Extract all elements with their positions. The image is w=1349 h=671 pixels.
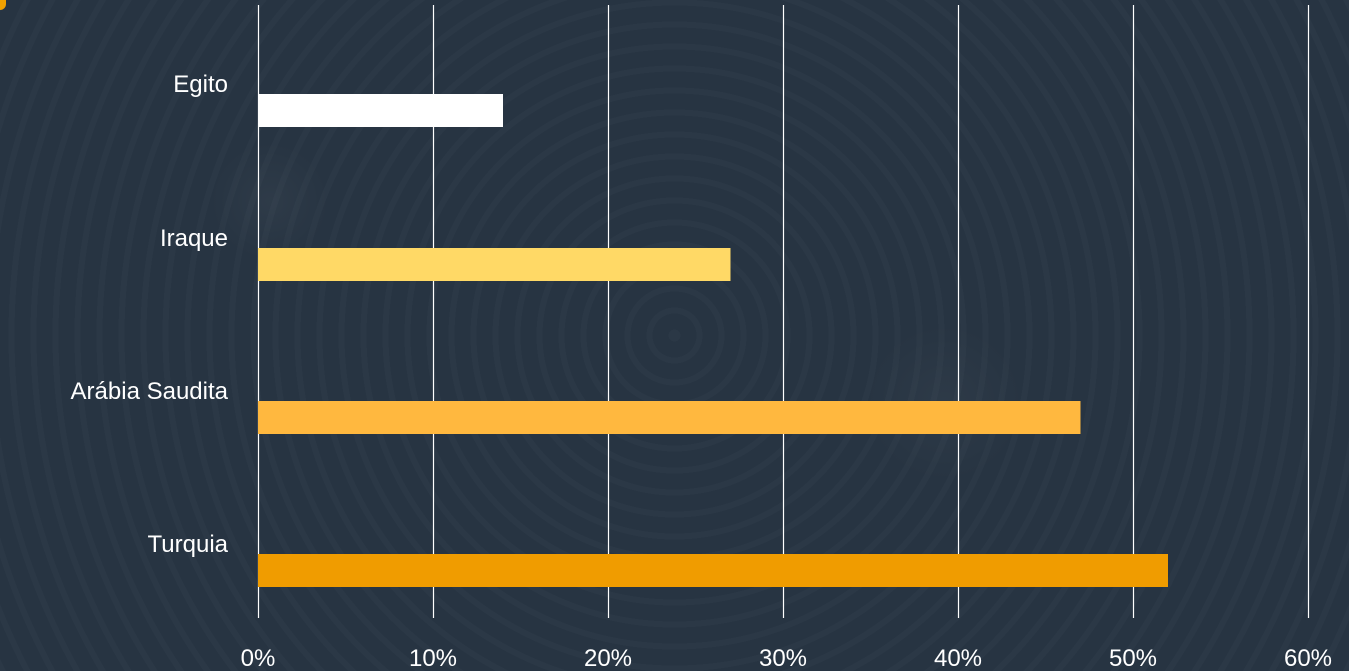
x-tick-label: 50% [1109, 645, 1157, 671]
corner-accent [0, 0, 6, 10]
category-label: Iraque [160, 225, 228, 252]
x-tick-label: 30% [759, 645, 807, 671]
x-tick-label: 10% [409, 645, 457, 671]
bar [258, 401, 1081, 434]
x-tick-label: 40% [934, 645, 982, 671]
x-tick-label: 0% [241, 645, 276, 671]
category-label: Egito [173, 71, 228, 98]
x-axis-tick-labels: 0% 10% 20% 30% 40% 50% 60% [241, 645, 1332, 671]
bar [258, 554, 1168, 587]
bars [258, 94, 1168, 587]
category-label: Arábia Saudita [71, 378, 229, 405]
x-tick-label: 60% [1284, 645, 1332, 671]
bar [258, 94, 503, 127]
x-tick-label: 20% [584, 645, 632, 671]
gridlines [257, 5, 1310, 618]
bar [258, 248, 731, 281]
category-label: Turquia [148, 531, 229, 558]
category-labels: Egito Iraque Arábia Saudita Turquia [71, 71, 229, 558]
